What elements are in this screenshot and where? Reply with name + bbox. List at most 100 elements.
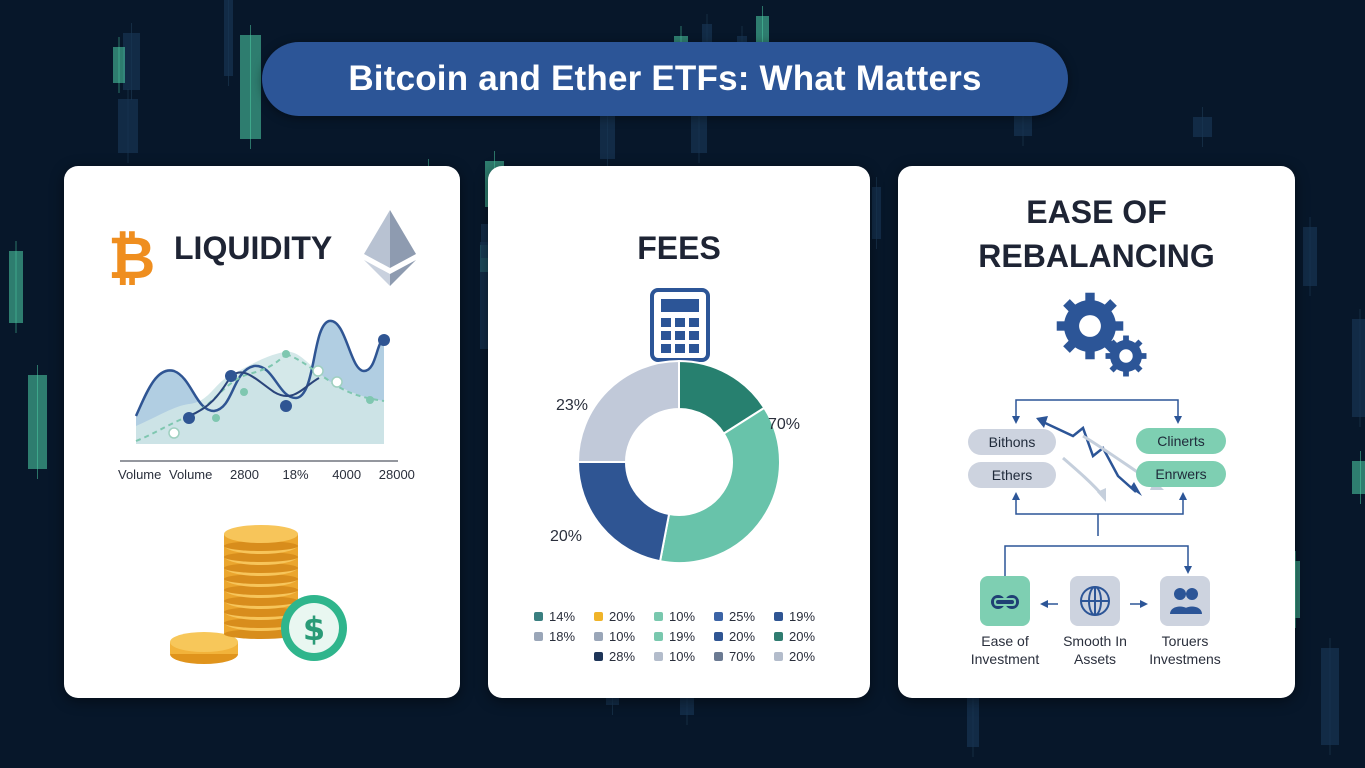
- axis-label: 28000: [378, 467, 415, 482]
- legend-item: 20%: [774, 628, 834, 644]
- candle-body: [240, 35, 261, 139]
- fees-donut-chart: [576, 359, 781, 564]
- label-line: Toruers: [1161, 633, 1209, 649]
- legend-swatch: [714, 611, 723, 621]
- candle-body: [872, 187, 881, 239]
- rebalancing-title-line1: EASE OF: [1026, 194, 1167, 230]
- legend-label: 14%: [549, 608, 576, 624]
- legend-label: 10%: [669, 608, 696, 624]
- ethereum-icon: [364, 210, 416, 286]
- label-line: Assets: [1073, 651, 1116, 667]
- legend-swatch: [534, 611, 543, 621]
- legend-item: 10%: [594, 628, 654, 644]
- legend-swatch: [774, 651, 783, 661]
- axis-label: 2800: [230, 467, 259, 482]
- legend-label: 19%: [789, 608, 816, 624]
- legend-item: 20%: [714, 628, 774, 644]
- people-box: [1160, 576, 1210, 626]
- axis-label: Volume: [169, 467, 213, 482]
- rebalancing-graphics: [980, 292, 1210, 626]
- legend-swatch: [774, 631, 783, 641]
- liquidity-area-chart: [120, 319, 398, 462]
- legend-swatch: [714, 651, 723, 661]
- page-title-pill: Bitcoin and Ether ETFs: What Matters: [262, 42, 1068, 116]
- flow-connectors: [1004, 399, 1192, 608]
- axis-label: 18%: [282, 467, 309, 482]
- candle-body: [1291, 561, 1300, 618]
- legend-item: 20%: [774, 648, 834, 664]
- label-line: Smooth In: [1063, 633, 1127, 649]
- legend-swatch: [654, 611, 663, 621]
- legend-item: 28%: [594, 648, 654, 664]
- label-toruers-investmens: Toruers Investmens: [1130, 632, 1240, 668]
- legend-item: [534, 648, 594, 664]
- legend-item: 14%: [534, 608, 594, 624]
- candle-body: [28, 375, 47, 469]
- label-line: Ease of: [981, 633, 1029, 649]
- rebalancing-title-line2: REBALANCING: [978, 238, 1215, 274]
- legend-label: 70%: [729, 648, 756, 664]
- liquidity-axis-labels: Volume Volume 2800 18% 4000 28000: [118, 467, 415, 482]
- label-line: Investmens: [1149, 651, 1221, 667]
- donut-slice: [658, 406, 781, 564]
- liquidity-graphics: ₿: [108, 210, 416, 664]
- svg-text:$: $: [303, 610, 325, 648]
- rebalancing-card: EASE OF REBALANCING Bithons Ethers Cline…: [898, 166, 1295, 698]
- donut-label-23: 23%: [556, 397, 589, 414]
- liquidity-title: LIQUIDITY: [174, 230, 333, 266]
- globe-icon: [1080, 586, 1110, 616]
- label-smooth-in-assets: Smooth In Assets: [1040, 632, 1150, 668]
- page-title: Bitcoin and Ether ETFs: What Matters: [348, 59, 982, 98]
- fees-title: FEES: [637, 230, 721, 266]
- people-icon: [1170, 588, 1202, 614]
- legend-item: 20%: [594, 608, 654, 624]
- coin-stack-icon: [170, 525, 298, 664]
- fees-legend: 14% 20% 10% 25% 19% 18% 10% 19% 20% 20% 28% 10% 70% 2…: [534, 608, 834, 664]
- legend-swatch: [594, 651, 603, 661]
- calculator-icon: [650, 288, 710, 362]
- legend-item: 70%: [714, 648, 774, 664]
- legend-label: 20%: [729, 628, 756, 644]
- legend-label: 10%: [609, 628, 636, 644]
- legend-item: 10%: [654, 608, 714, 624]
- donut-label-20: 20%: [550, 528, 583, 545]
- gears-icon: [1056, 292, 1147, 377]
- candle-body: [113, 47, 125, 83]
- legend-label: 25%: [729, 608, 756, 624]
- legend-swatch: [774, 611, 783, 621]
- legend-swatch: [534, 631, 543, 641]
- legend-label: 20%: [609, 608, 636, 624]
- pill-enrwers: Enrwers: [1136, 461, 1226, 487]
- pill-ethers: Ethers: [968, 462, 1056, 488]
- fees-card: FEES 70% 20% 23% 14% 20% 10% 25% 19% 18% 10% 19…: [488, 166, 870, 698]
- legend-swatch: [714, 631, 723, 641]
- fees-graphics: [576, 288, 781, 564]
- legend-label: 10%: [669, 648, 696, 664]
- legend-swatch: [594, 611, 603, 621]
- pill-clinerts: Clinerts: [1136, 428, 1226, 454]
- candle-body: [1352, 319, 1365, 417]
- legend-swatch: [654, 631, 663, 641]
- label-line: Investment: [970, 651, 1040, 667]
- liquidity-card: ₿: [64, 166, 460, 698]
- donut-slice: [576, 461, 671, 563]
- bitcoin-icon: ₿: [108, 224, 155, 292]
- candle-body: [1352, 461, 1365, 494]
- legend-item: 19%: [654, 628, 714, 644]
- legend-label: 20%: [789, 648, 816, 664]
- label-ease-of-investment: Ease of Investment: [950, 632, 1060, 668]
- candle-body: [123, 33, 140, 90]
- candle-body: [1193, 117, 1212, 137]
- svg-text:₿: ₿: [108, 224, 155, 292]
- legend-label: 28%: [609, 648, 636, 664]
- candle-body: [118, 99, 138, 153]
- donut-label-70: 70%: [768, 416, 801, 433]
- legend-item: 18%: [534, 628, 594, 644]
- candle-body: [224, 0, 233, 76]
- legend-label: 19%: [669, 628, 696, 644]
- candle-body: [1321, 648, 1339, 745]
- legend-label: 18%: [549, 628, 576, 644]
- pill-bithons: Bithons: [968, 429, 1056, 455]
- legend-item: 25%: [714, 608, 774, 624]
- axis-label: Volume: [118, 467, 162, 482]
